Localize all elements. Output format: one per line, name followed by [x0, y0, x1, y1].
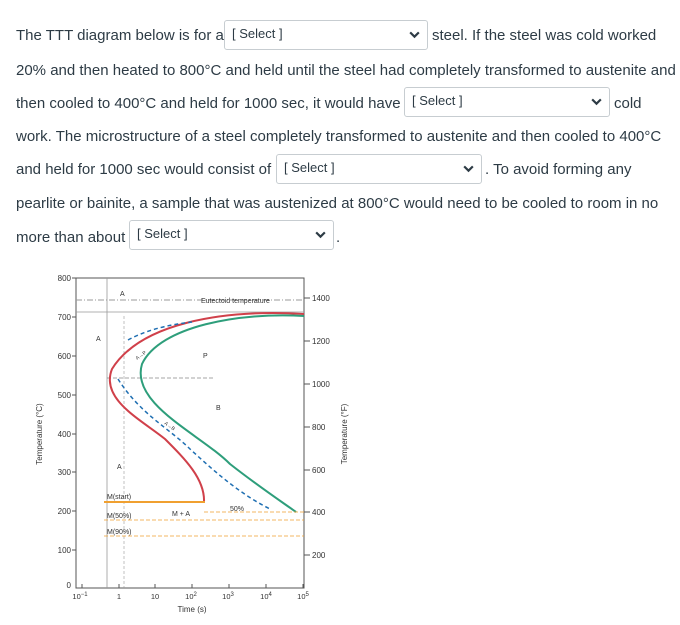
label-m50: M(50%) — [107, 513, 132, 520]
tick-400: 400 — [58, 430, 72, 439]
x-tick-base: 10 — [72, 592, 80, 601]
x-tick-1: 1 — [117, 592, 121, 601]
dropdown-value: [ Select ] — [137, 226, 188, 241]
question-line-2: 20% and then heated to 800°C and held un… — [16, 62, 676, 79]
label-a-to-b: A→B — [163, 421, 177, 433]
label-eutectoid: Eutectoid temperature — [201, 298, 270, 305]
svg-text:105: 105 — [297, 592, 309, 601]
label-a-top: A — [120, 291, 125, 298]
tick-1000: 1000 — [312, 380, 330, 389]
bottom-tick-marks — [81, 584, 304, 588]
ttt-diagram: 800 700 600 500 400 300 200 100 0 Temper… — [35, 274, 349, 614]
dropdown-value: [ Select ] — [284, 160, 335, 175]
label-m-plus-a: M + A — [172, 511, 190, 518]
svg-text:104: 104 — [260, 592, 272, 601]
right-axis-label: Temperature (°F) — [340, 403, 349, 464]
chevron-down-icon — [315, 231, 326, 239]
question-line-1b: steel. If the steel was cold worked — [432, 27, 657, 44]
tick-600: 600 — [58, 352, 72, 361]
chevron-down-icon — [591, 98, 602, 106]
x-tick-base: 10 — [185, 592, 193, 601]
tick-1400: 1400 — [312, 294, 330, 303]
x-tick-exp: 2 — [194, 592, 198, 598]
question-line-6: pearlite or bainite, a sample that was a… — [16, 195, 659, 212]
x-tick-base: 10 — [260, 592, 268, 601]
steel-type-dropdown[interactable]: [ Select ] — [224, 20, 428, 50]
x-tick-base: 10 — [222, 592, 230, 601]
label-b: B — [216, 405, 221, 412]
plot-frame — [75, 277, 305, 589]
tick-400F: 400 — [312, 508, 326, 517]
label-a-to-p: A→P — [135, 350, 149, 362]
chevron-down-icon — [463, 165, 474, 173]
question-line-5b: . To avoid forming any — [485, 161, 632, 178]
tick-0: 0 — [67, 581, 72, 590]
tick-200: 200 — [58, 507, 72, 516]
dropdown-value: [ Select ] — [412, 93, 463, 108]
start-curve — [108, 312, 305, 503]
question-line-4: work. The microstructure of a steel comp… — [16, 128, 662, 145]
x-axis-label: Time (s) — [177, 605, 206, 614]
svg-text:103: 103 — [222, 592, 234, 601]
chevron-down-icon — [409, 31, 420, 39]
bottom-axis-ticks: 10−1 1 10 102 103 104 105 — [72, 592, 309, 601]
question-line-5: and held for 1000 sec would consist of — [16, 161, 272, 178]
pearlite-dash — [127, 321, 193, 341]
finish-curve — [139, 314, 305, 513]
svg-text:102: 102 — [185, 592, 197, 601]
x-tick-exp: 3 — [231, 592, 235, 598]
tick-800F: 800 — [312, 423, 326, 432]
microstructure-dropdown[interactable]: [ Select ] — [276, 154, 482, 184]
dropdown-value: [ Select ] — [232, 26, 283, 41]
question-line-3: then cooled to 400°C and held for 1000 s… — [16, 95, 401, 112]
diagram-labels: A Eutectoid temperature A P B A 50% M(st… — [96, 291, 270, 536]
tick-100: 100 — [58, 546, 72, 555]
cold-work-effect-dropdown[interactable]: [ Select ] — [404, 87, 610, 117]
question-line-1: The TTT diagram below is for a — [16, 27, 224, 44]
left-axis-label: Temperature (°C) — [35, 403, 44, 465]
right-axis-ticks: 1400 1200 1000 800 600 400 200 — [312, 294, 330, 560]
tick-500: 500 — [58, 391, 72, 400]
label-a-low: A — [117, 464, 122, 471]
question-line-7: more than about — [16, 229, 126, 246]
tick-600F: 600 — [312, 466, 326, 475]
cooling-time-dropdown[interactable]: [ Select ] — [129, 220, 334, 250]
right-tick-marks — [304, 297, 310, 556]
left-axis-ticks: 800 700 600 500 400 300 200 100 0 — [58, 274, 72, 590]
label-50pct: 50% — [230, 506, 244, 513]
tick-800: 800 — [58, 274, 72, 283]
label-m90: M(90%) — [107, 529, 132, 536]
question-line-3b: cold — [614, 95, 642, 112]
tick-700: 700 — [58, 313, 72, 322]
tick-300: 300 — [58, 468, 72, 477]
svg-text:10−1: 10−1 — [72, 592, 88, 601]
question-line-7b: . — [336, 229, 341, 246]
x-tick-exp: 4 — [269, 592, 273, 598]
bainite-dash — [117, 378, 271, 510]
x-tick-exp: −1 — [81, 592, 89, 598]
x-tick-exp: 5 — [306, 592, 310, 598]
label-mstart: M(start) — [107, 494, 131, 501]
tick-200F: 200 — [312, 551, 326, 560]
tick-1200: 1200 — [312, 337, 330, 346]
label-a-mid: A — [96, 336, 101, 343]
label-p: P — [203, 353, 208, 360]
x-tick-base: 10 — [297, 592, 305, 601]
left-tick-marks — [72, 277, 76, 551]
x-tick-10: 10 — [151, 592, 159, 601]
